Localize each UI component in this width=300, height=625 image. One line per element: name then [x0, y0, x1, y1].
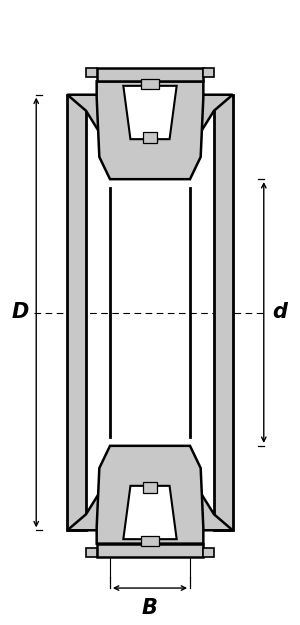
Polygon shape [143, 482, 157, 493]
Polygon shape [203, 548, 214, 557]
Polygon shape [123, 86, 177, 139]
Polygon shape [67, 95, 233, 144]
Polygon shape [86, 68, 97, 77]
Polygon shape [67, 95, 86, 530]
Polygon shape [97, 81, 203, 179]
Polygon shape [203, 68, 214, 77]
Polygon shape [97, 544, 203, 557]
Polygon shape [67, 481, 233, 530]
Text: d: d [272, 302, 287, 322]
Polygon shape [97, 68, 203, 81]
Polygon shape [97, 446, 203, 544]
Polygon shape [86, 548, 97, 557]
Polygon shape [214, 95, 233, 530]
Text: B: B [142, 598, 158, 618]
Polygon shape [141, 79, 159, 89]
Polygon shape [123, 486, 177, 539]
Text: D: D [11, 302, 29, 322]
Polygon shape [141, 536, 159, 546]
Polygon shape [143, 132, 157, 142]
